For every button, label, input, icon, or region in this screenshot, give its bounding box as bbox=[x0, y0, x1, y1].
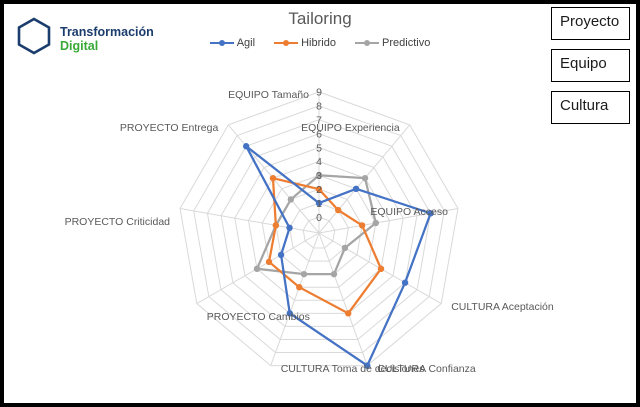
svg-text:4: 4 bbox=[316, 156, 322, 168]
svg-text:Digital: Digital bbox=[60, 39, 98, 53]
svg-text:0: 0 bbox=[316, 212, 322, 224]
svg-text:9: 9 bbox=[316, 87, 322, 99]
svg-text:8: 8 bbox=[316, 101, 322, 113]
svg-text:5: 5 bbox=[316, 142, 322, 154]
svg-text:1: 1 bbox=[316, 198, 322, 210]
svg-text:3: 3 bbox=[316, 170, 322, 182]
svg-text:2: 2 bbox=[316, 184, 322, 196]
svg-text:Transformación: Transformación bbox=[60, 25, 154, 39]
